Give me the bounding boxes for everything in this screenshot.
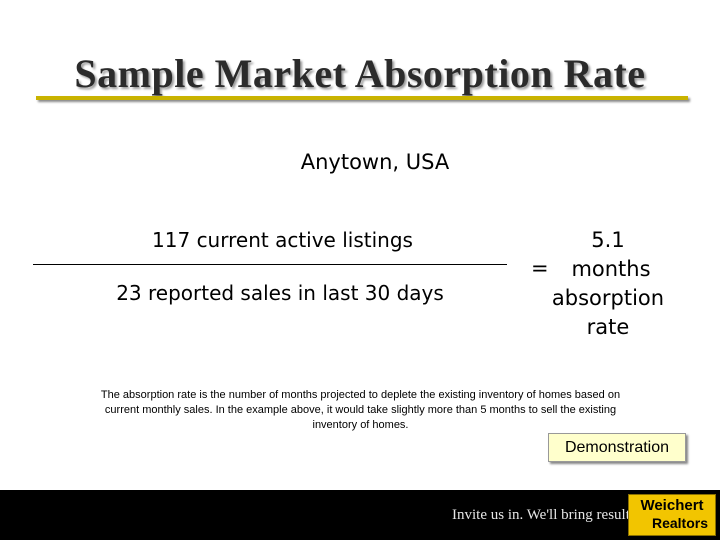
explanation-note: The absorption rate is the number of mon…	[100, 389, 621, 431]
title-underline	[36, 96, 688, 100]
result-value: 5.1	[591, 228, 625, 252]
footer-tagline: Invite us in. We'll bring results.	[452, 507, 640, 523]
logo-line-realtors: Realtors	[651, 515, 709, 531]
result-block: 5.1 months absorption rate	[534, 226, 682, 342]
result-label-absorption: absorption	[551, 286, 665, 310]
equals-sign: =	[531, 256, 549, 280]
fraction-numerator: 117 current active listings	[152, 228, 413, 252]
city-label: Anytown, USA	[300, 150, 450, 174]
fraction-denominator: 23 reported sales in last 30 days	[116, 281, 444, 305]
result-label-rate: rate	[586, 315, 630, 339]
slide-title: Sample Market Absorption Rate	[74, 51, 646, 96]
demonstration-button[interactable]: Demonstration	[548, 433, 686, 462]
fraction-line	[33, 264, 507, 265]
footer-bar	[0, 490, 720, 540]
weichert-logo: Weichert Realtors	[628, 494, 716, 536]
logo-line-weichert: Weichert	[640, 497, 704, 514]
result-label-months: months	[571, 257, 651, 281]
